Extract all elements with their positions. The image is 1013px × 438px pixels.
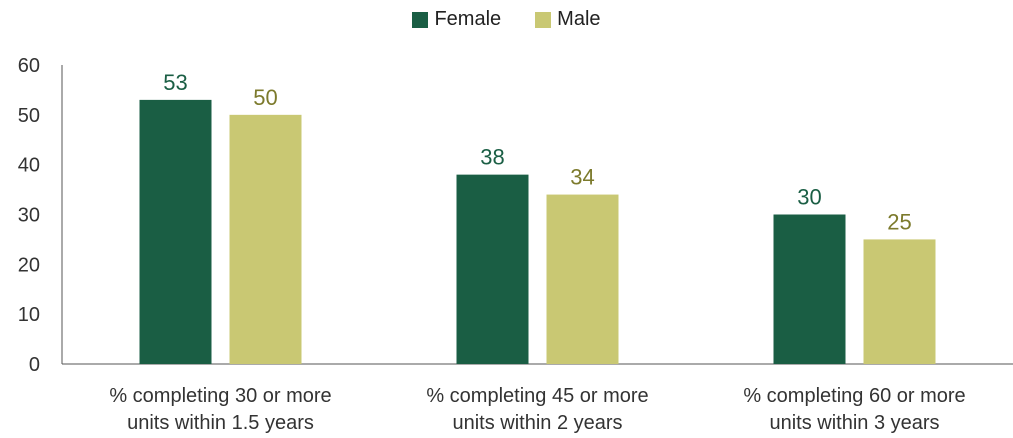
- bar-female-3: [773, 214, 846, 364]
- data-label-female-1: 53: [163, 70, 187, 95]
- y-tick-label: 20: [18, 254, 40, 276]
- y-tick-label: 40: [18, 155, 40, 177]
- data-label-male-2: 34: [570, 165, 594, 190]
- data-label-female-2: 38: [480, 145, 504, 170]
- data-label-male-3: 25: [887, 209, 911, 234]
- data-label-female-3: 30: [797, 185, 821, 210]
- bar-male-1: [229, 114, 302, 364]
- x-tick-label-3-line-1: % completing 60 or more: [743, 385, 965, 407]
- y-tick-label: 30: [18, 205, 40, 227]
- bar-female-1: [139, 99, 212, 364]
- y-tick-label: 0: [29, 354, 40, 376]
- legend-swatch-male: [535, 11, 552, 28]
- x-tick-label-1-line-2: units within 1.5 years: [127, 412, 314, 434]
- x-tick-label-2-line-2: units within 2 years: [452, 412, 622, 434]
- data-label-male-1: 50: [253, 85, 277, 110]
- y-tick-label: 10: [18, 304, 40, 326]
- x-tick-label-2-line-1: % completing 45 or more: [426, 385, 648, 407]
- y-tick-label: 50: [18, 105, 40, 127]
- x-tick-label-1-line-1: % completing 30 or more: [109, 385, 331, 407]
- bar-female-2: [456, 174, 529, 364]
- legend-label-male: Male: [557, 8, 601, 30]
- x-tick-label-3-line-2: units within 3 years: [769, 412, 939, 434]
- legend-item-male: Male: [535, 8, 601, 31]
- y-tick-label: 60: [18, 55, 40, 77]
- legend-swatch-female: [412, 11, 429, 28]
- chart-legend: Female Male: [0, 8, 1013, 31]
- bar-male-3: [863, 239, 936, 364]
- legend-item-female: Female: [412, 8, 501, 31]
- legend-label-female: Female: [434, 8, 502, 30]
- bar-male-2: [546, 194, 619, 364]
